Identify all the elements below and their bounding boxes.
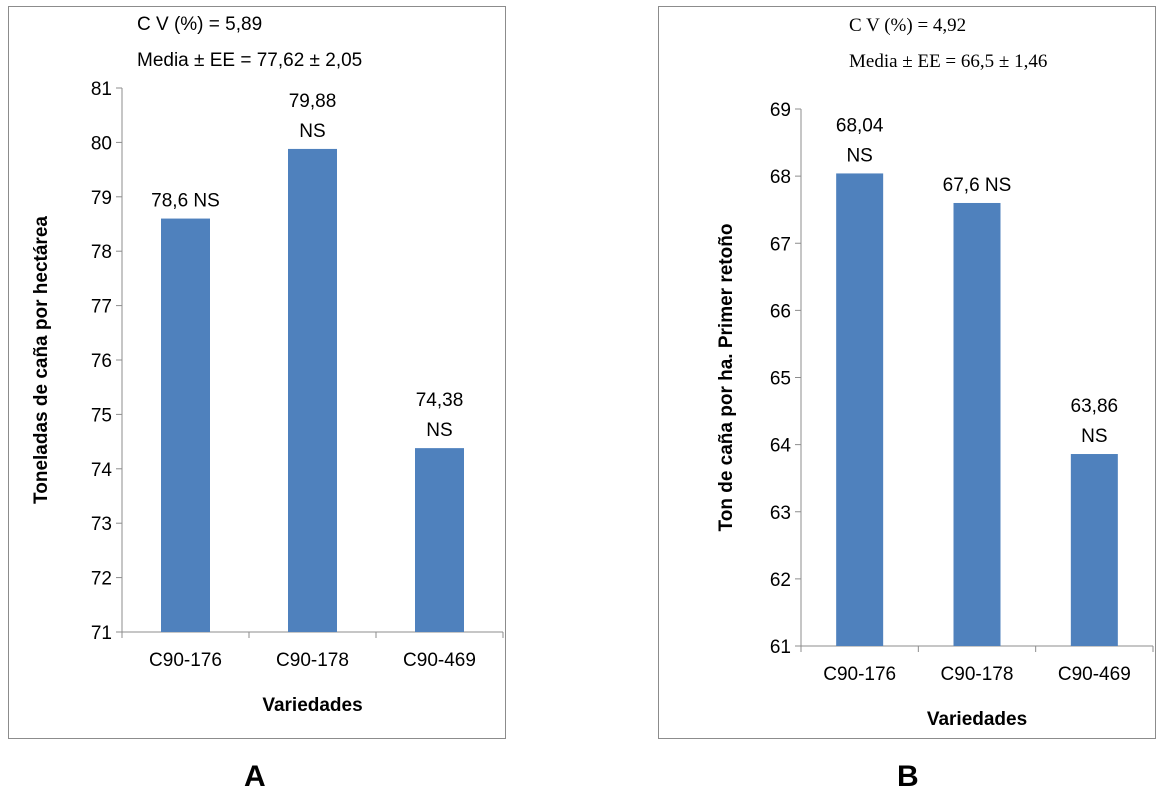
y-tick-label: 75: [91, 405, 112, 426]
y-tick-label: 61: [770, 637, 791, 658]
y-tick-label: 69: [770, 100, 791, 121]
y-tick-label: 80: [91, 133, 112, 154]
y-tick-label: 81: [91, 79, 112, 100]
y-tick-label: 63: [770, 503, 791, 524]
y-tick-label: 65: [770, 369, 791, 390]
y-tick-label: 66: [770, 301, 791, 322]
y-tick-label: 64: [770, 436, 792, 457]
data-label: 67,6 NS: [943, 175, 1012, 196]
chart-panel-a: C V (%) = 5,89 Media ± EE = 77,62 ± 2,05 7…: [8, 6, 506, 739]
bar: [161, 218, 210, 632]
category-label: C90-178: [276, 650, 349, 671]
y-axis-title: Ton de caña por ha. Primer retoño: [716, 224, 737, 532]
bar-chart-b: C V (%) = 4,92 Media ± EE = 66,5 ± 1,46 61…: [716, 15, 1154, 730]
data-label: 79,88 NS: [289, 91, 337, 142]
x-axis-title: Variedades: [262, 695, 362, 716]
stats-annotation: Media ± EE = 77,62 ± 2,05: [137, 50, 362, 71]
x-axis-title: Variedades: [927, 709, 1027, 730]
y-tick-label: 74: [91, 460, 113, 481]
bar: [415, 448, 464, 632]
y-tick-label: 67: [770, 234, 791, 255]
bar: [953, 202, 1001, 646]
bar-chart-a: C V (%) = 5,89 Media ± EE = 77,62 ± 2,05 7…: [31, 14, 504, 716]
data-label: 68,04 NS: [836, 115, 884, 166]
category-label: C90-469: [403, 650, 476, 671]
y-tick-label: 68: [770, 167, 791, 188]
y-tick-label: 73: [91, 514, 112, 535]
y-tick-label: 76: [91, 351, 112, 372]
y-axis-title: Toneladas de caña por hectárea: [31, 216, 52, 504]
y-tick-label: 72: [91, 569, 112, 590]
y-tick-label: 77: [91, 297, 112, 318]
y-tick-label: 79: [91, 188, 112, 209]
y-tick-label: 71: [91, 623, 112, 644]
category-label: C90-176: [149, 650, 222, 671]
bar: [836, 173, 884, 646]
stats-annotation: C V (%) = 5,89: [137, 14, 262, 35]
y-tick-label: 78: [91, 242, 112, 263]
category-label: C90-178: [941, 664, 1014, 685]
bar: [288, 148, 337, 633]
panel-label-a: A: [244, 760, 266, 793]
category-label: C90-469: [1058, 664, 1131, 685]
chart-panel-b: C V (%) = 4,92 Media ± EE = 66,5 ± 1,46 61…: [658, 6, 1156, 739]
panel-label-b: B: [897, 760, 919, 793]
data-label: 78,6 NS: [151, 191, 220, 212]
stats-annotation: Media ± EE = 66,5 ± 1,46: [849, 51, 1047, 72]
y-tick-label: 62: [770, 570, 791, 591]
category-label: C90-176: [823, 664, 896, 685]
data-label: 63,86 NS: [1071, 396, 1119, 447]
stats-annotation: C V (%) = 4,92: [849, 15, 966, 36]
bar: [1070, 454, 1118, 646]
data-label: 74,38 NS: [416, 390, 464, 441]
